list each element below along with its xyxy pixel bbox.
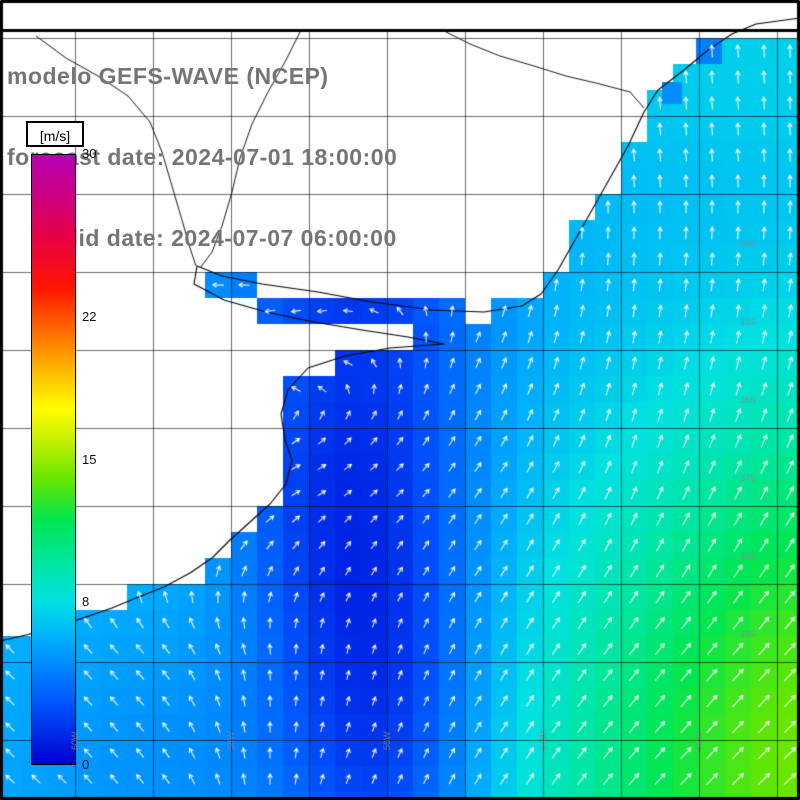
lon-label: 60W [70, 731, 80, 750]
lat-label: 37S [740, 473, 757, 483]
lon-label: 58W [226, 731, 236, 750]
lon-label: 54W [538, 731, 548, 750]
model-title: modelo GEFS-WAVE (NCEP) [7, 63, 329, 89]
colorbar-tick-label: 22 [82, 308, 97, 324]
colorbar-tick-label: 8 [82, 594, 90, 610]
colorbar-gradient [31, 154, 76, 765]
lon-label: 56W [382, 731, 392, 750]
colorbar-tick-label: 15 [82, 451, 97, 467]
colorbar-tick-label: 0 [82, 757, 90, 772]
lat-label: 39S [740, 629, 757, 639]
lon-label: 52W [694, 731, 704, 750]
colorbar-tick-label: 30 [82, 146, 97, 161]
lat-label: 34S [740, 239, 757, 249]
lat-label: 35S [740, 317, 757, 327]
lat-label: 38S [740, 551, 757, 561]
colorbar-unit-label: [m/s] [26, 121, 84, 147]
lat-label: 36S [740, 395, 757, 405]
